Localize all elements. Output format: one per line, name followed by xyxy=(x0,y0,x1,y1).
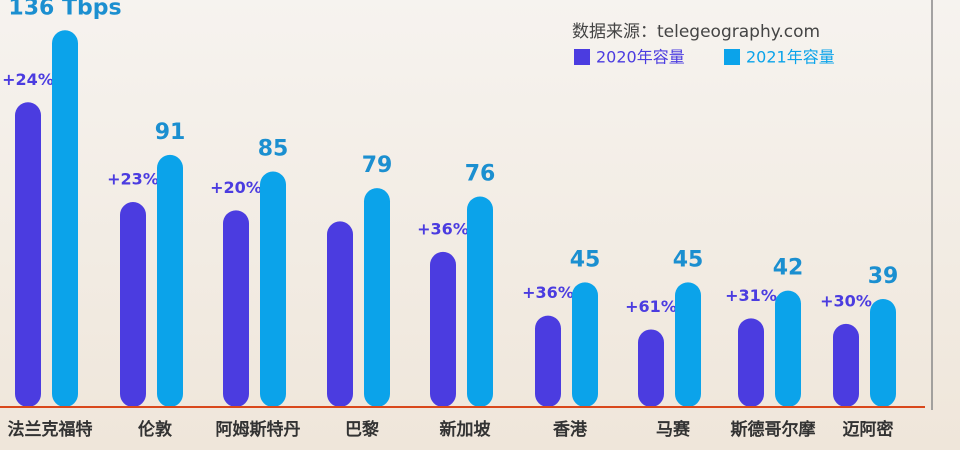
bar xyxy=(120,202,146,407)
x-tick-label: 巴黎 xyxy=(345,419,379,440)
bar xyxy=(157,154,183,407)
data-label: 39 xyxy=(868,264,899,289)
legend-label: 2021年容量 xyxy=(746,48,835,67)
legend: 2020年容量 2021年容量 xyxy=(574,48,835,67)
x-tick-label: 香港 xyxy=(553,419,588,440)
legend-swatch xyxy=(574,49,590,65)
bar xyxy=(327,221,353,407)
data-label: +30% xyxy=(820,291,872,310)
bar xyxy=(738,318,764,407)
data-label: 91 xyxy=(155,120,186,145)
data-label: 85 xyxy=(258,137,289,162)
x-tick-label: 阿姆斯特丹 xyxy=(216,419,301,440)
data-label: 45 xyxy=(673,247,704,272)
data-label: +24% xyxy=(2,70,54,89)
bar xyxy=(870,298,896,407)
bar xyxy=(223,210,249,407)
data-label: 76 xyxy=(465,161,496,186)
bar xyxy=(638,329,664,407)
bar xyxy=(535,315,561,407)
data-label: 79 xyxy=(362,153,393,178)
x-tick-label: 法兰克福特 xyxy=(8,419,93,440)
bar xyxy=(430,251,456,407)
source: 数据来源：telegeography.com xyxy=(572,22,820,42)
data-label: +20% xyxy=(210,178,262,197)
bar xyxy=(52,30,78,408)
data-label: 136 Tbps xyxy=(8,0,121,20)
legend-swatch xyxy=(724,49,740,65)
bar xyxy=(15,102,41,408)
bar xyxy=(364,188,390,407)
bar xyxy=(833,323,859,407)
data-label: +23% xyxy=(107,170,159,189)
bar xyxy=(675,282,701,407)
x-tick-label: 迈阿密 xyxy=(843,419,894,440)
data-label: +61% xyxy=(625,297,677,316)
bar xyxy=(260,171,286,407)
bar xyxy=(775,290,801,407)
x-tick-label: 伦敦 xyxy=(138,419,173,440)
legend-label: 2020年容量 xyxy=(596,48,685,67)
data-label: 45 xyxy=(570,247,601,272)
plot: 法兰克福特 +24% 136 Tbps 伦敦 +23% 91 阿姆斯特丹 +20% 85 巴黎 79… xyxy=(2,0,898,440)
data-label: 42 xyxy=(773,256,804,281)
data-label: +31% xyxy=(725,286,777,305)
data-label: +36% xyxy=(522,283,574,302)
bar xyxy=(467,196,493,407)
x-tick-label: 斯德哥尔摩 xyxy=(731,419,816,440)
x-tick-label: 新加坡 xyxy=(440,419,491,440)
data-label: +36% xyxy=(417,219,469,238)
x-tick-label: 马赛 xyxy=(656,419,691,440)
bar xyxy=(572,282,598,407)
